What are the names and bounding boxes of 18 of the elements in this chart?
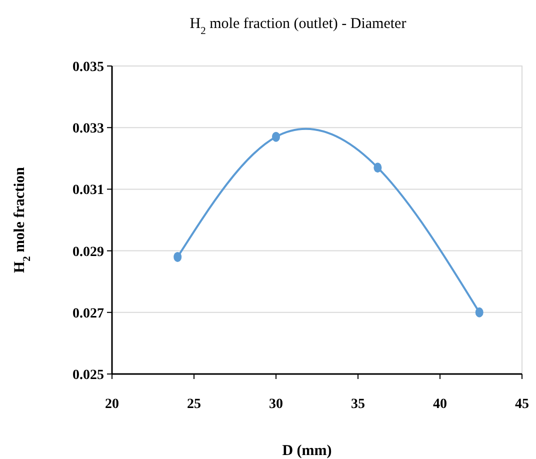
x-tick-label: 35 xyxy=(351,397,365,412)
point xyxy=(174,252,182,262)
x-axis-title: D (mm) xyxy=(282,443,332,459)
x-tick-label: 45 xyxy=(515,397,529,412)
chart-title: H$_{2}$ mole fraction (outlet) - Diameter xyxy=(190,16,406,36)
point xyxy=(272,132,280,142)
y-tick-label: 0.025 xyxy=(72,368,104,383)
x-tick-label: 30 xyxy=(269,397,283,412)
y-tick-label: 0.027 xyxy=(72,306,104,322)
y-tick-label: 0.031 xyxy=(72,183,104,198)
x-tick-label: 40 xyxy=(433,397,447,412)
x-tick-label: 25 xyxy=(187,397,201,412)
point xyxy=(374,162,382,173)
point xyxy=(475,307,484,318)
x-tick-label: 20 xyxy=(105,397,119,412)
y-tick-label: 0.035 xyxy=(72,60,104,75)
y-tick-label: 0.033 xyxy=(72,122,104,137)
y-tick-label: 0.029 xyxy=(72,244,104,260)
